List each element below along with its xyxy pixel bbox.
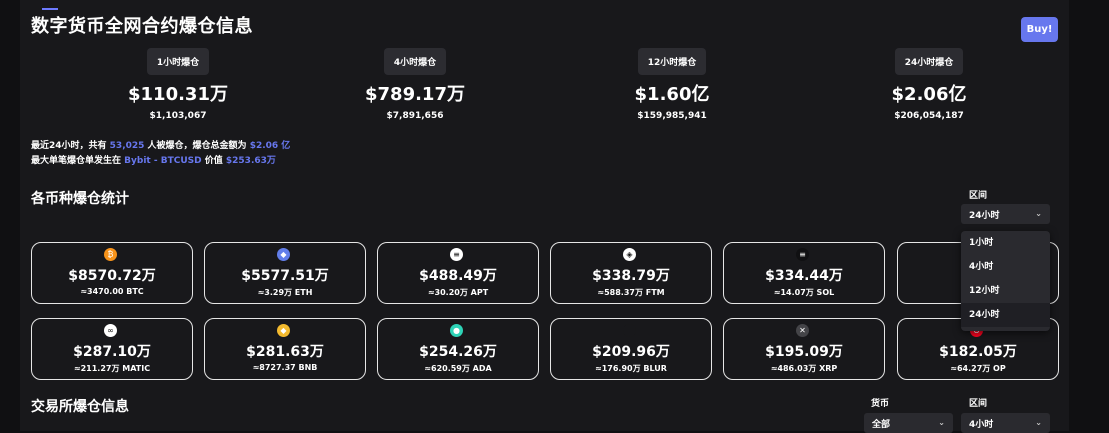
- coin-card[interactable]: ≡ $334.44万 ≈14.07万 SOL: [723, 242, 885, 304]
- coin-liquidation-amount: $195.09万: [765, 344, 843, 360]
- coin-filter-label: 货币: [871, 399, 890, 409]
- coin-card[interactable]: ◆ $5577.51万 ≈3.29万 ETH: [204, 242, 366, 304]
- range-label: 区间: [969, 191, 988, 201]
- stat-label: 4小时爆仓: [383, 48, 447, 75]
- coin-card[interactable]: ✕ $195.09万 ≈486.03万 XRP: [723, 318, 885, 380]
- coin-filter-select[interactable]: 全部 ⌄: [864, 413, 953, 433]
- coin-liquidation-amount: $209.96万: [592, 344, 670, 360]
- exchange-section-title: 交易所爆仓信息: [31, 399, 129, 415]
- coin-liquidation-amount: $338.79万: [592, 268, 670, 284]
- chevron-down-icon: ⌄: [938, 418, 945, 427]
- liquidated-total: $2.06 亿: [249, 141, 291, 151]
- summary: 最近24小时，共有 53,025 人被爆仓，爆仓总金额为 $2.06 亿 最大单…: [31, 139, 290, 169]
- tab-indicator: [42, 8, 58, 10]
- chevron-down-icon: ⌄: [1035, 418, 1042, 427]
- page-title: 数字货币全网合约爆仓信息: [31, 16, 253, 37]
- stat-label: 24小时爆仓: [894, 48, 964, 75]
- range-dropdown-menu: 1小时 4小时 12小时 24小时: [961, 231, 1050, 331]
- cardano-icon: ●: [450, 324, 463, 337]
- coin-liquidation-qty: ≈8727.37 BNB: [252, 363, 318, 372]
- coin-liquidation-qty: ≈486.03万 XRP: [770, 364, 838, 373]
- coin-liquidation-amount: $182.05万: [939, 344, 1017, 360]
- fantom-icon: ◈: [623, 248, 636, 261]
- coin-liquidation-qty: ≈3470.00 BTC: [80, 287, 144, 296]
- range-option[interactable]: 4小时: [969, 262, 994, 272]
- range-select[interactable]: 24小时 ⌄: [961, 204, 1050, 224]
- largest-order-exchange[interactable]: Bybit - BTCUSD: [124, 156, 202, 166]
- stat-value: $1.60亿: [634, 84, 710, 105]
- stat-24h: 24小时爆仓 $2.06亿 $206,054,187: [849, 48, 1009, 121]
- coin-liquidation-qty: ≈30.20万 APT: [427, 288, 489, 297]
- exchange-range-label: 区间: [969, 399, 988, 409]
- coin-card[interactable]: ≡ $488.49万 ≈30.20万 APT: [377, 242, 539, 304]
- exchange-range-value: 4小时: [969, 419, 994, 430]
- coin-section-title: 各币种爆仓统计: [31, 191, 129, 207]
- blur-icon: [623, 324, 636, 337]
- coin-liquidation-qty: ≈64.27万 OP: [950, 364, 1006, 373]
- summary-line-2: 最大单笔爆仓单发生在 Bybit - BTCUSD 价值 $253.63万: [31, 154, 290, 169]
- coin-liquidation-amount: $254.26万: [419, 344, 497, 360]
- coin-liquidation-amount: $287.10万: [73, 344, 151, 360]
- coin-liquidation-qty: ≈176.90万 BLUR: [595, 364, 667, 373]
- bnb-icon: ◆: [277, 324, 290, 337]
- summary-text: 最大单笔爆仓单发生在: [31, 156, 122, 166]
- coin-liquidation-amount: $5577.51万: [241, 268, 329, 284]
- coin-card[interactable]: ₿ $8570.72万 ≈3470.00 BTC: [31, 242, 193, 304]
- solana-icon: ≡: [796, 248, 809, 261]
- summary-text: 价值: [204, 156, 223, 166]
- stat-sub: $1,103,067: [149, 111, 207, 121]
- summary-text: 最近24小时，共有: [31, 141, 107, 151]
- coin-card[interactable]: ● $254.26万 ≈620.59万 ADA: [377, 318, 539, 380]
- liquidated-count: 53,025: [109, 141, 145, 151]
- bitcoin-icon: ₿: [104, 248, 117, 261]
- stat-value: $2.06亿: [891, 84, 967, 105]
- coin-liquidation-amount: $8570.72万: [68, 268, 156, 284]
- chevron-down-icon: ⌄: [1035, 209, 1042, 218]
- xrp-icon: ✕: [796, 324, 809, 337]
- range-select-value: 24小时: [969, 210, 1000, 221]
- coin-card[interactable]: ◆ $281.63万 ≈8727.37 BNB: [204, 318, 366, 380]
- coin-liquidation-qty: ≈620.59万 ADA: [424, 364, 492, 373]
- stat-label: 1小时爆仓: [146, 48, 210, 75]
- range-option[interactable]: 12小时: [969, 286, 1000, 296]
- coin-card[interactable]: ∞ $287.10万 ≈211.27万 MATIC: [31, 318, 193, 380]
- coin-liquidation-qty: ≈211.27万 MATIC: [73, 364, 151, 373]
- stat-sub: $206,054,187: [894, 111, 964, 121]
- stat-12h: 12小时爆仓 $1.60亿 $159,985,941: [592, 48, 752, 121]
- coin-liquidation-amount: $281.63万: [246, 344, 324, 360]
- coin-liquidation-amount: $334.44万: [765, 268, 843, 284]
- range-option[interactable]: 1小时: [969, 238, 994, 248]
- ethereum-icon: ◆: [277, 248, 290, 261]
- range-option-selected[interactable]: 24小时: [961, 303, 1050, 327]
- stat-4h: 4小时爆仓 $789.17万 $7,891,656: [335, 48, 495, 121]
- polygon-icon: ∞: [104, 324, 117, 337]
- coin-liquidation-qty: ≈3.29万 ETH: [257, 288, 313, 297]
- buy-button[interactable]: Buy!: [1021, 17, 1058, 42]
- aptos-icon: ≡: [450, 248, 463, 261]
- summary-line-1: 最近24小时，共有 53,025 人被爆仓，爆仓总金额为 $2.06 亿: [31, 139, 290, 154]
- summary-text: 人被爆仓，爆仓总金额为: [147, 141, 247, 151]
- exchange-range-select[interactable]: 4小时 ⌄: [961, 413, 1050, 433]
- stat-value: $110.31万: [128, 84, 228, 105]
- coin-card[interactable]: ◈ $338.79万 ≈588.37万 FTM: [550, 242, 712, 304]
- largest-order-value: $253.63万: [225, 156, 276, 166]
- coin-filter-value: 全部: [872, 419, 891, 430]
- stat-value: $789.17万: [365, 84, 465, 105]
- stat-sub: $159,985,941: [637, 111, 707, 121]
- coin-card[interactable]: $209.96万 ≈176.90万 BLUR: [550, 318, 712, 380]
- stat-sub: $7,891,656: [386, 111, 444, 121]
- coin-liquidation-amount: $488.49万: [419, 268, 497, 284]
- coin-liquidation-qty: ≈14.07万 SOL: [773, 288, 835, 297]
- coin-liquidation-qty: ≈588.37万 FTM: [597, 288, 665, 297]
- stat-1h: 1小时爆仓 $110.31万 $1,103,067: [98, 48, 258, 121]
- stat-label: 12小时爆仓: [637, 48, 707, 75]
